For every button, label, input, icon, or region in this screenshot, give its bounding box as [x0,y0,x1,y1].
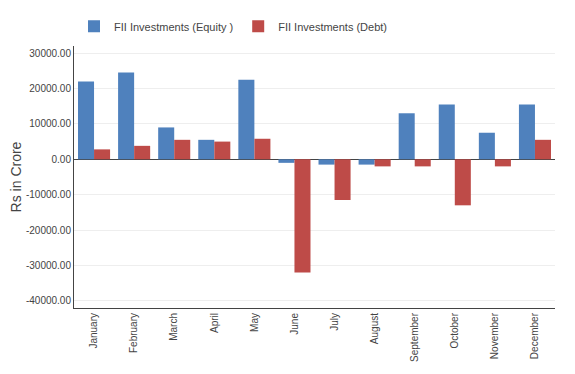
svg-text:10000.00: 10000.00 [29,118,71,129]
svg-text:September: September [409,312,420,362]
svg-text:October: October [449,312,460,348]
svg-text:November: November [489,312,500,359]
svg-text:March: March [168,313,179,341]
svg-text:January: January [88,313,99,349]
svg-text:-20000.00: -20000.00 [26,225,71,236]
svg-text:April: April [209,313,220,333]
svg-text:Rs in Crore: Rs in Crore [8,141,24,212]
svg-text:February: February [128,313,139,353]
svg-text:-30000.00: -30000.00 [26,260,71,271]
svg-text:June: June [289,313,300,335]
svg-text:20000.00: 20000.00 [29,83,71,94]
svg-text:FII Investments (Debt): FII Investments (Debt) [278,21,387,33]
svg-text:0.00: 0.00 [52,154,72,165]
svg-text:30000.00: 30000.00 [29,48,71,59]
svg-text:-10000.00: -10000.00 [26,189,71,200]
svg-text:May: May [249,313,260,332]
svg-text:August: August [369,313,380,344]
svg-text:-40000.00: -40000.00 [26,295,71,306]
svg-text:December: December [529,312,540,359]
svg-text:July: July [329,313,340,331]
svg-text:FII Investments (Equity ): FII Investments (Equity ) [114,21,233,33]
